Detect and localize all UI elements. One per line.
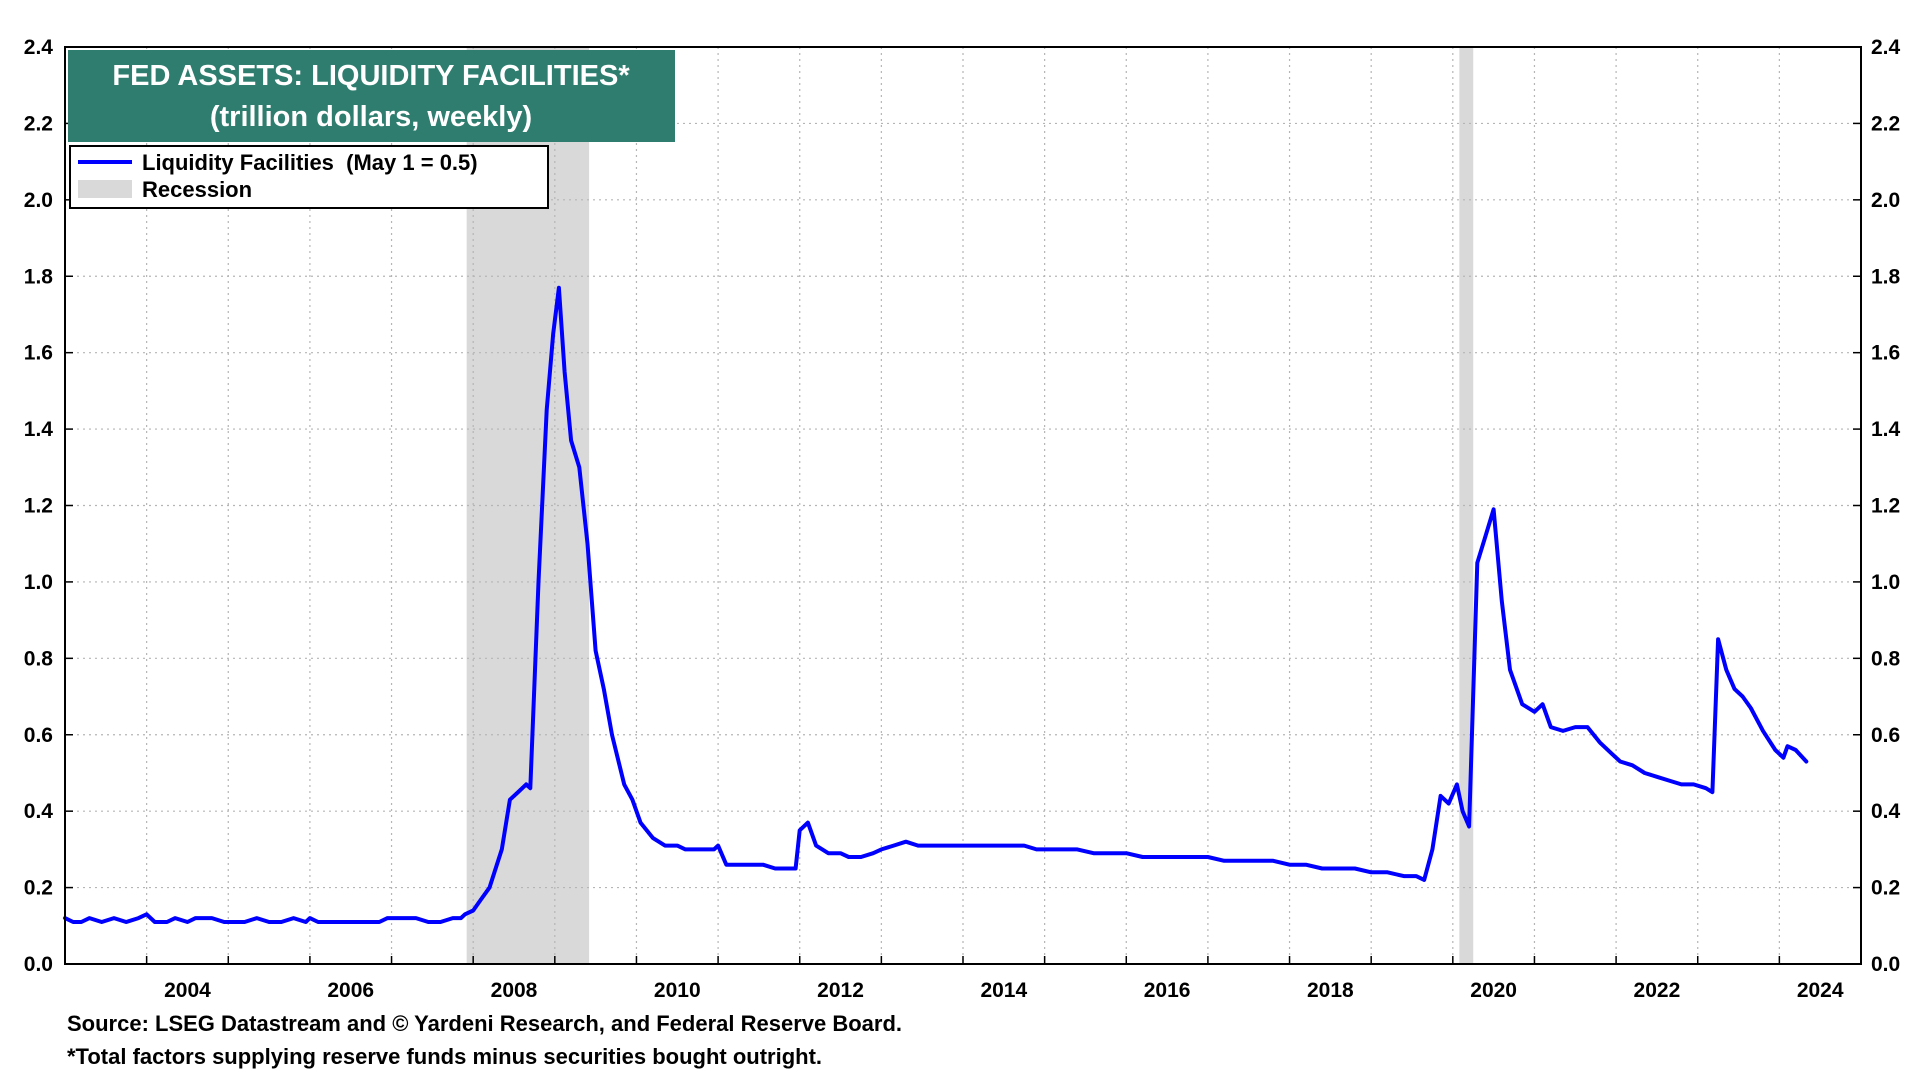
x-tick-label: 2016 [1144, 979, 1191, 1002]
y-tick-label-left: 2.0 [24, 189, 53, 212]
y-tick-label-right: 0.6 [1871, 724, 1900, 747]
y-tick-label-left: 0.0 [24, 953, 53, 976]
y-tick-label-right: 0.4 [1871, 800, 1901, 823]
y-tick-label-right: 0.8 [1871, 647, 1901, 670]
legend-label-recession: Recession [142, 177, 252, 202]
x-tick-label: 2018 [1307, 979, 1354, 1002]
y-tick-label-left: 1.2 [24, 495, 53, 518]
y-tick-label-right: 1.4 [1871, 418, 1901, 441]
footnote: *Total factors supplying reserve funds m… [67, 1044, 822, 1069]
axis-labels: 0.0 0.0 0.2 0.2 0.4 0.4 0.6 0.6 0.8 0.8 1.0 1.0 1.2 1… [24, 36, 1901, 1002]
series-layer [63, 285, 1809, 924]
x-tick-label: 2004 [164, 979, 211, 1002]
y-tick-label-left: 2.4 [24, 36, 54, 59]
y-tick-label-left: 0.4 [24, 800, 54, 823]
y-tick-label-left: 0.2 [24, 877, 53, 900]
recession-band-1 [1459, 47, 1474, 964]
y-tick-label-left: 1.8 [24, 265, 54, 288]
y-tick-label-right: 1.0 [1871, 571, 1900, 594]
x-tick-label: 2010 [654, 979, 701, 1002]
y-tick-label-left: 2.2 [24, 112, 53, 135]
y-tick-label-right: 2.0 [1871, 189, 1900, 212]
y-tick-label-right: 1.8 [1871, 265, 1901, 288]
y-tick-label-left: 0.8 [24, 647, 54, 670]
x-tick-label: 2008 [491, 979, 538, 1002]
y-tick-label-right: 1.6 [1871, 342, 1900, 365]
y-tick-label-left: 0.6 [24, 724, 53, 747]
y-tick-label-right: 2.2 [1871, 112, 1900, 135]
y-tick-label-left: 1.0 [24, 571, 53, 594]
y-tick-label-left: 1.6 [24, 342, 53, 365]
x-tick-label: 2020 [1470, 979, 1517, 1002]
y-tick-label-right: 0.0 [1871, 953, 1900, 976]
x-tick-label: 2022 [1634, 979, 1681, 1002]
x-tick-label: 2024 [1797, 979, 1844, 1002]
x-tick-label: 2014 [980, 979, 1027, 1002]
chart-subtitle: (trillion dollars, weekly) [210, 101, 532, 133]
y-tick-label-right: 2.4 [1871, 36, 1901, 59]
legend-label-liquidity: Liquidity Facilities (May 1 = 0.5) [142, 150, 478, 175]
y-tick-label-right: 0.2 [1871, 877, 1900, 900]
chart-title: FED ASSETS: LIQUIDITY FACILITIES* [112, 60, 630, 92]
y-tick-label-left: 1.4 [24, 418, 54, 441]
source-note: Source: LSEG Datastream and © Yardeni Re… [67, 1011, 902, 1036]
x-tick-label: 2006 [327, 979, 374, 1002]
y-tick-label-right: 1.2 [1871, 495, 1900, 518]
title-box: FED ASSETS: LIQUIDITY FACILITIES* (trill… [68, 50, 675, 142]
legend-band-swatch [78, 180, 132, 198]
legend: Liquidity Facilities (May 1 = 0.5) Reces… [69, 145, 549, 209]
x-tick-label: 2012 [817, 979, 864, 1002]
series-line-liquidity-facilities [63, 285, 1809, 924]
